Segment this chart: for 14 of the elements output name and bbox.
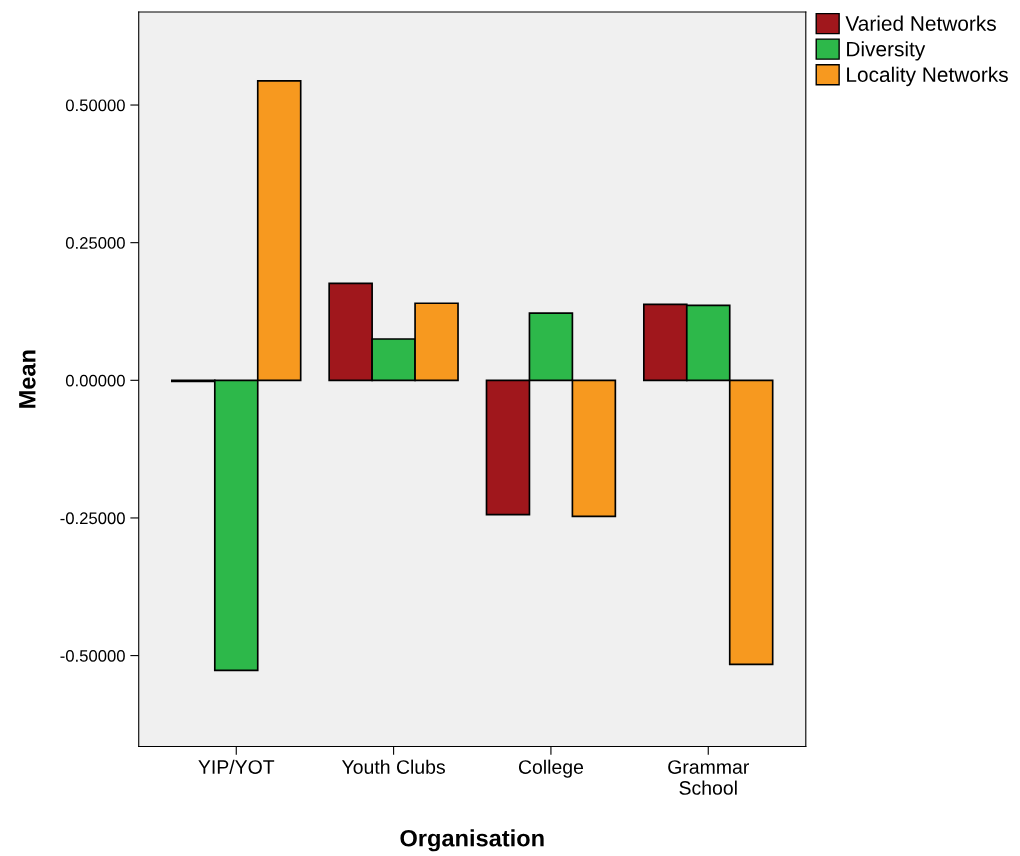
y-tick-label: -0.25000: [60, 512, 125, 525]
y-tick-label: 0.50000: [65, 99, 125, 112]
x-tick-label: YIP/YOT: [198, 759, 275, 774]
y-tick-label: 0.25000: [65, 237, 125, 249]
x-tick-label: College: [518, 759, 584, 778]
y-tick-label: 0.00000: [65, 374, 125, 387]
legend-label: Locality Networks: [847, 66, 1008, 87]
y-tick-label: -0.50000: [60, 649, 125, 662]
legend-label: Diversity: [847, 41, 926, 61]
x-tick-label: Grammar School: [668, 760, 749, 795]
y-axis-title: Mean: [19, 350, 36, 408]
legend-label: Varied Networks: [845, 15, 996, 31]
x-tick-label: Youth Clubs: [341, 759, 445, 774]
x-axis-title: Organisation: [400, 829, 544, 852]
